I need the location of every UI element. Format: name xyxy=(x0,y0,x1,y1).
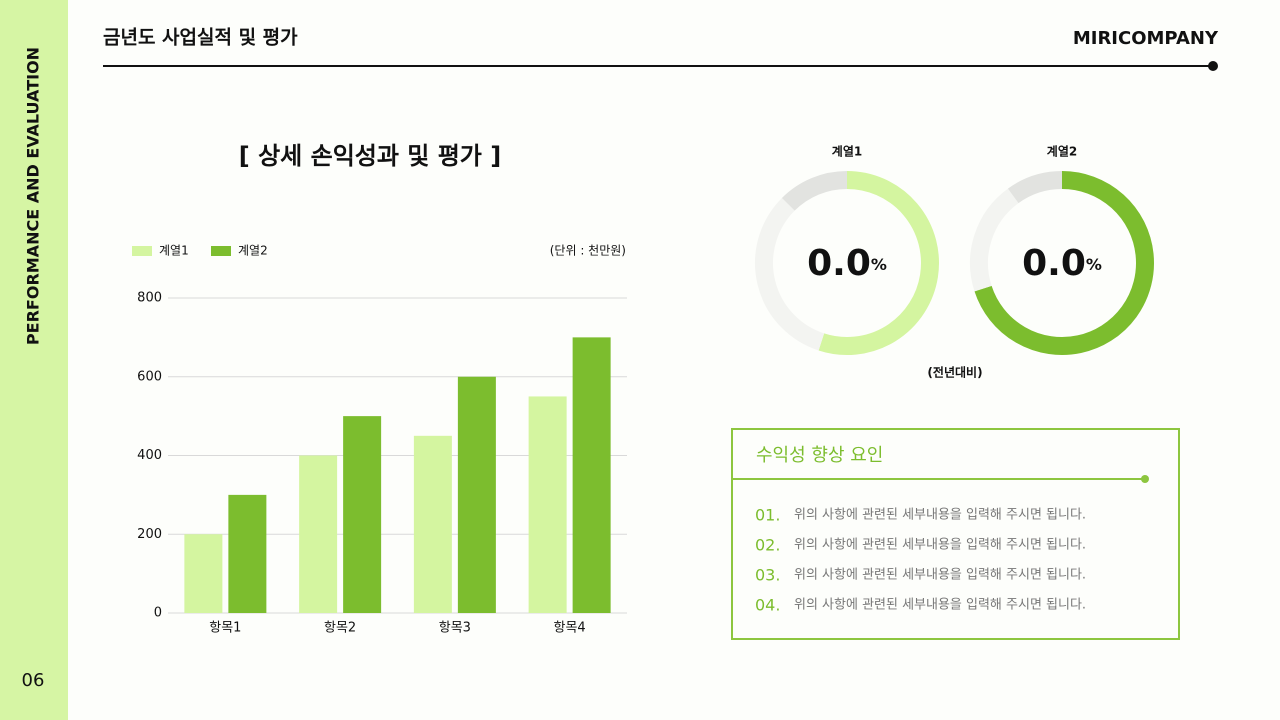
donut-note: (전년대비) xyxy=(927,365,982,380)
donut-segment xyxy=(1007,171,1063,204)
x-tick-label: 항목4 xyxy=(554,621,586,636)
legend-swatch xyxy=(132,246,152,256)
donut-center: 0.0% xyxy=(1022,243,1102,284)
factors-title: 수익성 향상 요인 xyxy=(756,445,883,466)
center-value: 0.0 xyxy=(807,243,871,284)
donut-center: 0.0% xyxy=(807,243,887,284)
factor-text: 위의 사항에 관련된 세부내용을 입력해 주시면 됩니다. xyxy=(794,568,1086,583)
factor-number: 01. xyxy=(755,506,780,525)
y-tick-label: 200 xyxy=(137,527,162,542)
bar xyxy=(457,376,496,613)
factors-dot xyxy=(1141,475,1149,483)
factor-text: 위의 사항에 관련된 세부내용을 입력해 주시면 됩니다. xyxy=(794,538,1086,553)
donut-title: 계열1 xyxy=(832,144,862,159)
donut-segment xyxy=(755,197,825,351)
legend-label: 계열1 xyxy=(159,244,189,258)
donut-segment xyxy=(970,188,1019,292)
center-unit: % xyxy=(1086,255,1102,274)
bar xyxy=(228,494,267,613)
factor-text: 위의 사항에 관련된 세부내용을 입력해 주시면 됩니다. xyxy=(794,598,1086,613)
y-tick-label: 400 xyxy=(137,448,162,463)
header-title: 금년도 사업실적 및 평가 xyxy=(103,27,298,49)
factor-number: 02. xyxy=(755,536,780,555)
center-unit: % xyxy=(871,255,887,274)
donut-segment xyxy=(974,171,1154,355)
bar xyxy=(184,534,223,613)
bar xyxy=(343,416,382,613)
x-tick-label: 항목1 xyxy=(209,621,241,636)
factor-number: 04. xyxy=(755,596,780,615)
x-tick-label: 항목2 xyxy=(324,621,356,636)
bar xyxy=(528,396,567,613)
unit-label: (단위 : 천만원) xyxy=(550,243,626,258)
sidebar-label: PERFORMANCE AND EVALUATION xyxy=(24,47,43,345)
x-tick-label: 항목3 xyxy=(439,621,471,636)
legend-swatch xyxy=(211,246,231,256)
factors-box xyxy=(731,428,1180,640)
legend-label: 계열2 xyxy=(238,244,268,258)
factor-text: 위의 사항에 관련된 세부내용을 입력해 주시면 됩니다. xyxy=(794,508,1086,523)
factor-number: 03. xyxy=(755,566,780,585)
y-tick-label: 0 xyxy=(154,606,162,621)
bar xyxy=(299,455,338,613)
center-value: 0.0 xyxy=(1022,243,1086,284)
brand: MIRICOMPANY xyxy=(1073,28,1219,49)
sidebar xyxy=(0,0,68,720)
y-tick-label: 800 xyxy=(137,291,162,306)
chart-title: [ 상세 손익성과 및 평가 ] xyxy=(239,142,501,170)
page-number: 06 xyxy=(22,670,45,691)
y-tick-label: 600 xyxy=(137,369,162,384)
header-dot xyxy=(1208,61,1218,71)
donut-segment xyxy=(818,171,939,355)
bar xyxy=(413,435,452,613)
donut-title: 계열2 xyxy=(1047,144,1077,159)
bar xyxy=(572,337,611,613)
donut-segment xyxy=(781,171,848,211)
